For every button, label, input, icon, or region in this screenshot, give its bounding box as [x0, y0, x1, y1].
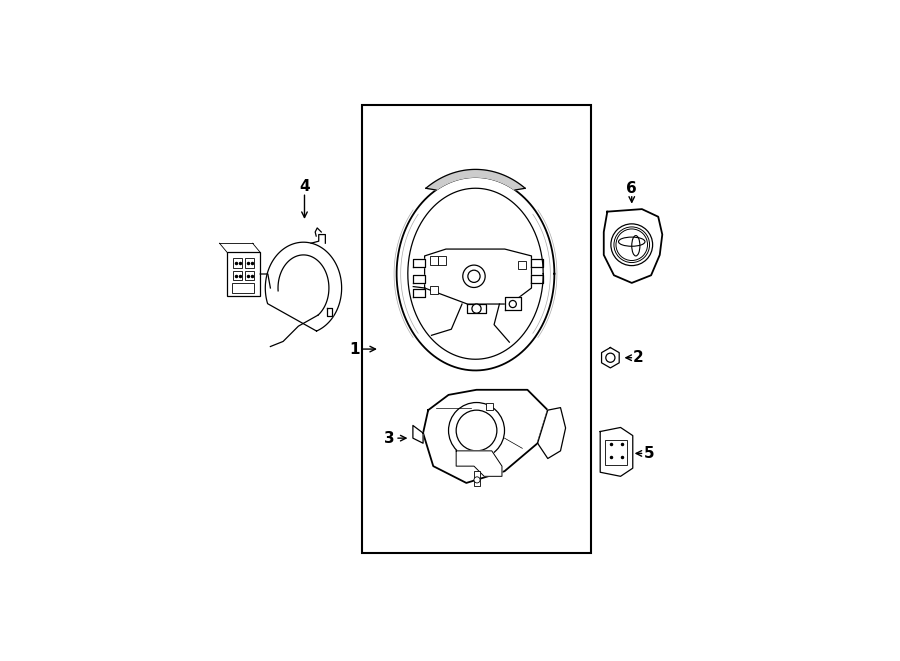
FancyBboxPatch shape [227, 253, 260, 295]
Bar [429, 286, 437, 294]
Polygon shape [601, 348, 619, 368]
Circle shape [472, 304, 482, 313]
Bar [429, 256, 437, 264]
Polygon shape [532, 275, 543, 283]
Circle shape [468, 270, 480, 282]
Bar [606, 440, 626, 465]
Polygon shape [413, 426, 423, 444]
Bar [518, 261, 526, 269]
Bar [362, 105, 591, 553]
Text: 1: 1 [349, 342, 360, 356]
Circle shape [474, 477, 480, 483]
Polygon shape [467, 304, 486, 313]
Bar [233, 271, 242, 280]
Text: 3: 3 [383, 431, 394, 446]
Ellipse shape [614, 227, 650, 262]
Bar [245, 258, 254, 268]
Polygon shape [266, 242, 342, 331]
Polygon shape [423, 390, 548, 483]
Text: 6: 6 [626, 181, 637, 196]
Bar [486, 403, 493, 410]
Text: 2: 2 [633, 350, 643, 366]
Polygon shape [505, 297, 521, 310]
Circle shape [463, 265, 485, 288]
Circle shape [448, 403, 505, 459]
Bar [232, 283, 254, 293]
Polygon shape [426, 169, 525, 190]
Circle shape [509, 301, 517, 307]
Circle shape [606, 353, 615, 362]
Text: 5: 5 [644, 446, 655, 461]
Polygon shape [328, 309, 332, 316]
Circle shape [456, 410, 497, 451]
Polygon shape [425, 249, 532, 304]
Bar [438, 256, 446, 264]
Polygon shape [413, 275, 425, 283]
Bar [474, 471, 480, 486]
Polygon shape [413, 288, 425, 297]
Polygon shape [532, 258, 543, 267]
Polygon shape [413, 258, 425, 267]
Bar [245, 271, 254, 280]
Polygon shape [600, 428, 633, 477]
Text: 4: 4 [299, 178, 310, 194]
Ellipse shape [611, 224, 652, 266]
Polygon shape [397, 177, 554, 370]
Polygon shape [604, 209, 662, 283]
Polygon shape [537, 408, 565, 459]
Polygon shape [456, 451, 502, 477]
Bar [233, 258, 242, 268]
